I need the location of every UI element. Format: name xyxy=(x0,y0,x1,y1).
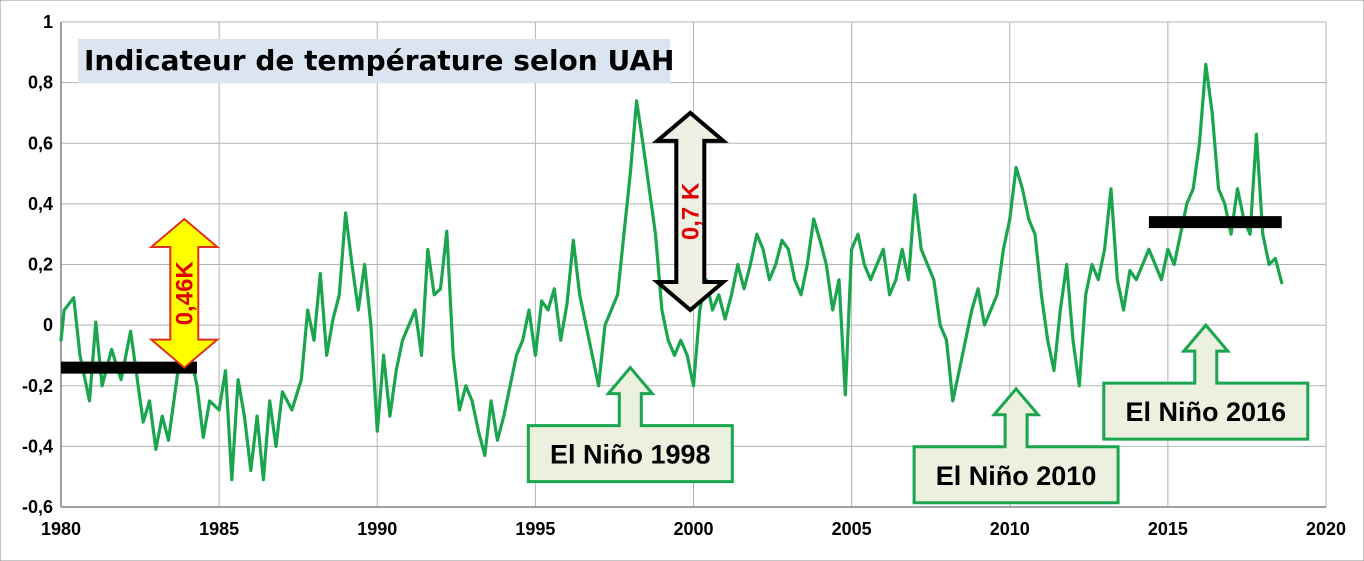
x-tick-label: 1995 xyxy=(515,519,555,539)
chart-title-background xyxy=(78,39,670,83)
el-nino-callout xyxy=(526,365,734,484)
y-tick-label: 0,2 xyxy=(28,255,53,275)
x-tick-label: 2010 xyxy=(990,519,1030,539)
y-tick-label: 0,8 xyxy=(28,73,53,93)
el-nino-callout-label: El Niño 2016 xyxy=(1126,397,1287,427)
x-tick-label: 2005 xyxy=(832,519,872,539)
x-tick-label: 2020 xyxy=(1306,519,1346,539)
y-tick-label: 0,6 xyxy=(28,133,53,153)
y-tick-label: 0 xyxy=(43,315,53,335)
el-nino-callout-label: El Niño 2010 xyxy=(936,461,1097,491)
x-tick-label: 2000 xyxy=(673,519,713,539)
y-tick-label: -0,6 xyxy=(22,497,53,517)
chart-title: Indicateur de température selon UAH xyxy=(84,44,674,77)
el-nino-callout xyxy=(1102,322,1310,441)
difference-arrow-label: 0,7 K xyxy=(677,182,704,240)
el-nino-callout xyxy=(912,386,1120,505)
difference-arrow xyxy=(651,110,729,313)
y-tick-label: 0,4 xyxy=(28,194,53,214)
el-nino-callout-label: El Niño 1998 xyxy=(550,440,711,470)
y-tick-label: 1 xyxy=(43,12,53,32)
y-tick-label: -0,4 xyxy=(22,436,53,456)
x-tick-label: 1980 xyxy=(41,519,81,539)
series-line xyxy=(59,62,1284,482)
x-tick-label: 1985 xyxy=(199,519,239,539)
difference-arrow xyxy=(148,217,221,369)
y-tick-label: -0,2 xyxy=(22,376,53,396)
x-tick-label: 1990 xyxy=(357,519,397,539)
x-tick-label: 2015 xyxy=(1148,519,1188,539)
difference-arrow-label: 0,46K xyxy=(171,261,198,326)
